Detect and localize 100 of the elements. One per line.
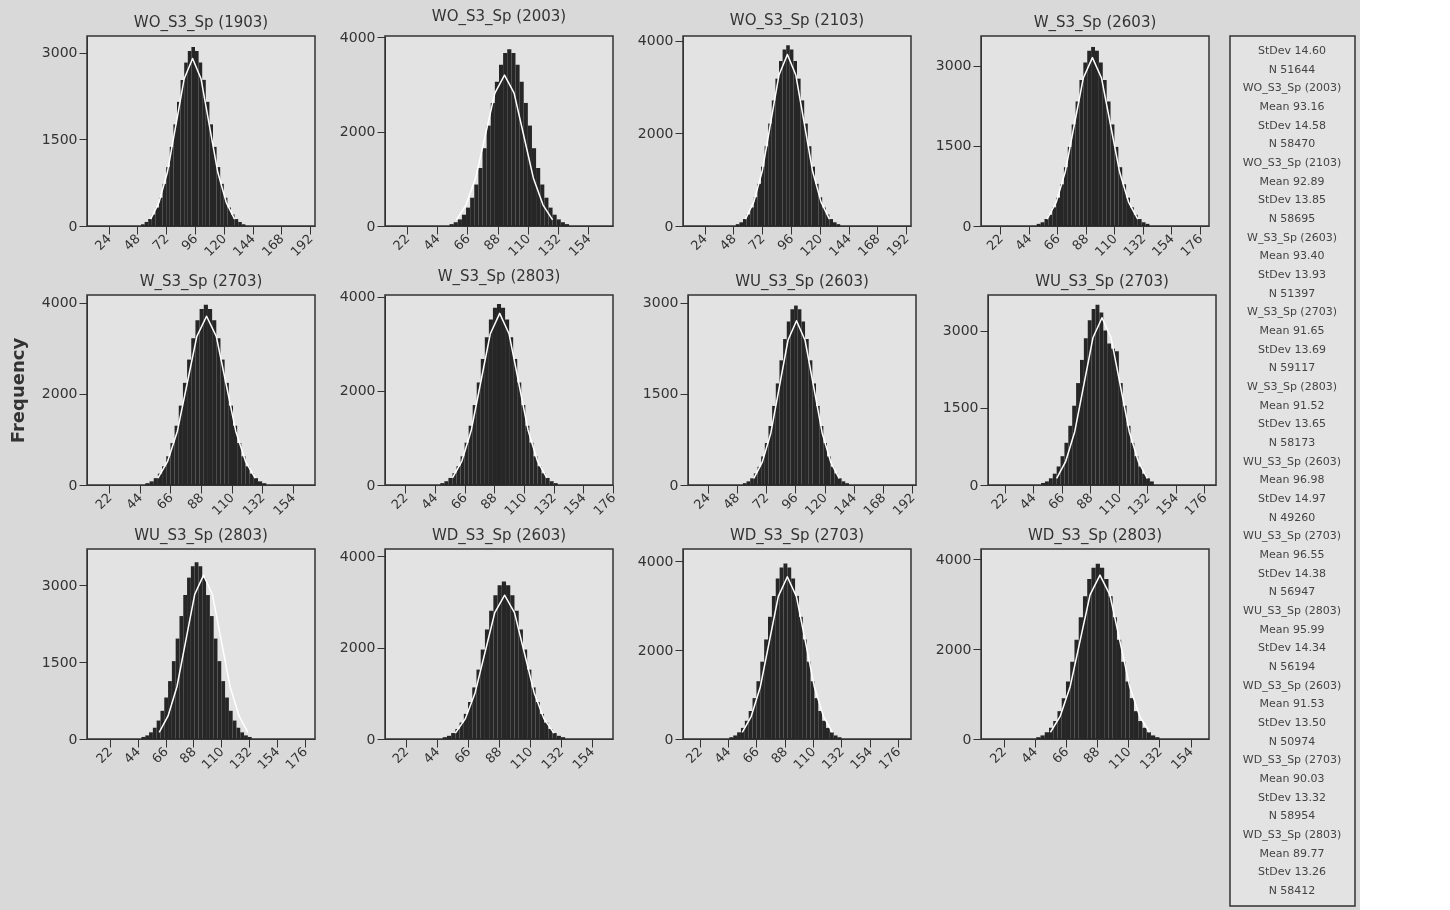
text: Mean 89.77 — [1259, 846, 1325, 860]
x-tick-label: 88 — [184, 489, 207, 513]
x-tick-label: 22 — [92, 743, 116, 767]
text: N 58412 — [1268, 884, 1316, 898]
x-tick-label: 176 — [875, 743, 904, 773]
text: W_S3_Sp (2603) — [1247, 230, 1337, 244]
x-tick-label: 72 — [749, 489, 772, 513]
text: StDev 13.32 — [1257, 790, 1327, 804]
text: StDev 14.34 — [1257, 641, 1327, 655]
text: Mean 93.40 — [1259, 249, 1325, 263]
text: StDev 13.26 — [1257, 865, 1327, 879]
chart-title: W_S3_Sp (2803) — [437, 266, 561, 286]
text: StDev 13.93 — [1257, 267, 1327, 281]
x-tick-label: 168 — [258, 230, 287, 260]
y-tick-label: 0 — [366, 217, 376, 234]
y-tick-label: 4000 — [935, 550, 972, 567]
chart-title: WO_S3_Sp (2003) — [431, 7, 567, 27]
text: Mean 91.52 — [1259, 398, 1325, 412]
x-tick-label: 96 — [778, 489, 801, 513]
y-tick-label: 0 — [366, 476, 376, 493]
y-tick-label: 3000 — [942, 322, 979, 339]
x-tick-label: 154 — [1167, 743, 1197, 773]
x-tick-label: 144 — [825, 230, 855, 260]
text: N 51644 — [1268, 62, 1316, 76]
x-tick-label: 154 — [254, 743, 283, 773]
x-tick-label: 110 — [1096, 489, 1125, 519]
x-tick-label: 48 — [716, 230, 739, 254]
x-tick-label: 66 — [447, 489, 471, 513]
y-tick-label: 0 — [962, 730, 972, 747]
x-tick-label: 44 — [1017, 743, 1041, 767]
chart-title: WU_S3_Sp (2603) — [735, 272, 869, 291]
y-tick-label: 0 — [962, 217, 972, 234]
x-tick-label: 154 — [560, 489, 589, 519]
x-tick-label: 176 — [1177, 230, 1206, 260]
text: WU_S3_Sp (2703) — [1243, 529, 1341, 543]
y-axis-title: Frequency — [6, 337, 28, 444]
y-tick-label: 2000 — [935, 640, 972, 657]
chart-title: WU_S3_Sp (2703) — [1035, 272, 1169, 291]
chart-title: W_S3_Sp (2603) — [1033, 13, 1157, 32]
x-tick-label: 132 — [1124, 489, 1153, 519]
text: WU_S3_Sp (2603) — [1243, 454, 1341, 468]
x-tick-label: 24 — [690, 489, 713, 513]
x-tick-label: 110 — [505, 230, 534, 260]
text: N 58954 — [1268, 809, 1316, 823]
x-tick-label: 176 — [282, 743, 311, 773]
x-tick-label: 110 — [507, 743, 536, 773]
y-tick-label: 3000 — [41, 44, 78, 61]
x-tick-label: 48 — [719, 489, 743, 513]
x-tick-label: 132 — [818, 743, 847, 773]
x-tick-label: 48 — [120, 230, 143, 254]
text: N 49260 — [1268, 510, 1316, 524]
text: W_S3_Sp (2803) — [1247, 379, 1337, 393]
x-tick-label: 110 — [198, 743, 227, 773]
x-tick-label: 44 — [711, 743, 734, 767]
x-tick-label: 44 — [1012, 230, 1035, 254]
x-tick-label: 154 — [1148, 230, 1177, 260]
x-tick-label: 44 — [120, 743, 144, 767]
x-tick-label: 88 — [176, 743, 199, 767]
y-tick-label: 3000 — [935, 57, 972, 74]
y-tick-label: 0 — [68, 217, 78, 234]
text: Mean 91.65 — [1259, 323, 1325, 337]
y-tick-label: 2000 — [339, 639, 376, 656]
text: N 50974 — [1268, 734, 1316, 748]
x-tick-label: 192 — [287, 230, 316, 260]
text: N 51397 — [1268, 286, 1316, 300]
text: Mean 96.55 — [1259, 548, 1325, 562]
x-tick-label: 110 — [501, 489, 530, 519]
x-tick-label: 132 — [226, 743, 255, 773]
x-tick-label: 120 — [801, 489, 831, 519]
x-tick-label: 72 — [745, 230, 768, 254]
x-tick-label: 154 — [847, 743, 876, 773]
x-tick-label: 192 — [883, 230, 912, 260]
x-tick-label: 176 — [1181, 489, 1210, 519]
x-tick-label: 132 — [1120, 230, 1149, 260]
y-tick-label: 4000 — [339, 288, 376, 305]
x-tick-label: 132 — [538, 743, 567, 773]
y-tick-label: 1500 — [942, 399, 979, 416]
text: WD_S3_Sp (2703) — [1242, 753, 1342, 767]
x-tick-label: 132 — [1136, 743, 1165, 773]
chart-title: WD_S3_Sp (2803) — [1027, 526, 1163, 545]
x-tick-label: 110 — [1105, 743, 1134, 773]
text: StDev 13.50 — [1257, 716, 1327, 730]
text: StDev 14.58 — [1257, 118, 1327, 132]
text: StDev 13.65 — [1257, 417, 1327, 431]
x-tick-label: 96 — [178, 230, 201, 254]
y-tick-label: 1500 — [41, 130, 78, 147]
y-tick-label: 0 — [969, 476, 979, 493]
x-tick-label: 88 — [477, 489, 500, 513]
x-tick-label: 66 — [739, 743, 762, 767]
text: N 58695 — [1268, 211, 1316, 225]
x-tick-label: 88 — [1069, 230, 1092, 254]
text: N 56947 — [1268, 585, 1316, 599]
text: StDev 14.60 — [1257, 43, 1327, 57]
x-tick-label: 132 — [530, 489, 560, 519]
y-tick-label: 2000 — [637, 641, 674, 658]
x-tick-label: 132 — [239, 489, 268, 519]
x-tick-label: 88 — [482, 743, 505, 767]
x-tick-label: 154 — [1153, 489, 1182, 519]
x-tick-label: 120 — [201, 230, 230, 260]
x-tick-label: 176 — [590, 489, 619, 519]
